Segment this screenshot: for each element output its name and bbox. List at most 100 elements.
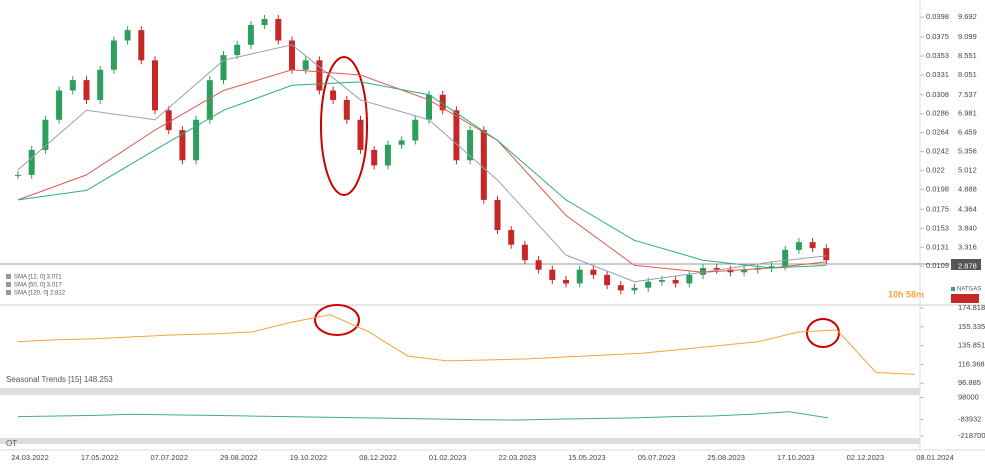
candle bbox=[494, 199, 501, 231]
y-tick-label: 0.0153 bbox=[926, 223, 949, 232]
price-label: 3.840 bbox=[958, 223, 977, 232]
candle bbox=[439, 94, 446, 111]
candle bbox=[138, 30, 145, 61]
countdown: 10h 58m bbox=[888, 289, 924, 299]
candle bbox=[467, 130, 474, 161]
y-tick-label: 116.368 bbox=[958, 359, 985, 368]
y-tick-label: 0.0198 bbox=[926, 185, 949, 194]
candle bbox=[289, 40, 295, 70]
price-label: 7.537 bbox=[958, 90, 977, 99]
candle bbox=[247, 24, 254, 45]
pane-divider bbox=[0, 438, 920, 444]
symbol-dot bbox=[951, 287, 955, 291]
x-tick-label: 08.12.2022 bbox=[359, 453, 397, 462]
candle bbox=[206, 80, 213, 120]
candle bbox=[426, 94, 432, 120]
candle bbox=[795, 242, 802, 250]
x-tick-label: 01.02.2023 bbox=[429, 453, 467, 462]
candle bbox=[234, 44, 241, 56]
candle bbox=[275, 18, 282, 41]
price-label: 3.316 bbox=[958, 242, 977, 251]
x-tick-label: 17.05.2022 bbox=[81, 453, 119, 462]
price-label: 4.888 bbox=[958, 185, 977, 194]
legend-entry: SMA [12, 0] 3.071 bbox=[14, 275, 62, 281]
candle bbox=[563, 280, 569, 284]
y-tick-label: 174.818 bbox=[958, 303, 985, 312]
x-tick-label: 25.08.2023 bbox=[707, 453, 745, 462]
y-tick-label: 135.851 bbox=[958, 341, 985, 350]
pane-legend: Seasonal Trends [15] 148.253 bbox=[6, 375, 113, 384]
candle bbox=[83, 80, 90, 100]
candle bbox=[700, 267, 706, 275]
legend-entry: SMA [120, 0] 2.822 bbox=[14, 291, 66, 297]
price-label: 9.099 bbox=[958, 32, 977, 41]
x-tick-label: 07.07.2022 bbox=[150, 453, 188, 462]
y-tick-label: -83932 bbox=[958, 415, 981, 424]
price-label: 5.356 bbox=[958, 147, 977, 156]
candle bbox=[686, 274, 693, 284]
candle bbox=[617, 285, 624, 291]
candle bbox=[371, 149, 378, 166]
candle bbox=[782, 249, 789, 267]
candle bbox=[823, 248, 830, 261]
candle bbox=[220, 55, 227, 81]
price-label: 8.551 bbox=[958, 51, 977, 60]
y-tick-label: 0.0375 bbox=[926, 32, 949, 41]
x-tick-label: 19.10.2022 bbox=[290, 453, 328, 462]
indicator-line bbox=[17, 314, 916, 375]
y-tick-label: 0.0286 bbox=[926, 109, 949, 118]
candle bbox=[768, 266, 775, 268]
candle bbox=[69, 80, 76, 91]
candle bbox=[508, 230, 515, 245]
candle bbox=[316, 60, 323, 91]
sell-button[interactable] bbox=[951, 294, 979, 303]
candle bbox=[42, 119, 49, 150]
candle bbox=[179, 130, 186, 161]
candle bbox=[193, 119, 200, 161]
y-tick-label: 0.0308 bbox=[926, 90, 949, 99]
candle bbox=[398, 140, 405, 145]
candle bbox=[357, 119, 364, 150]
candle bbox=[576, 269, 583, 284]
candle bbox=[713, 267, 720, 270]
candle bbox=[56, 90, 63, 120]
candle bbox=[672, 280, 679, 284]
candle bbox=[549, 269, 556, 281]
candle bbox=[124, 30, 131, 41]
candle bbox=[741, 269, 748, 273]
candle bbox=[604, 274, 611, 286]
candle bbox=[28, 149, 35, 175]
pane-legend: OT bbox=[6, 439, 17, 448]
x-tick-label: 15.05.2023 bbox=[568, 453, 606, 462]
price-label: 6.459 bbox=[958, 128, 977, 137]
y-tick-label: 0.0398 bbox=[926, 12, 949, 21]
x-tick-label: 29.08.2022 bbox=[220, 453, 258, 462]
candle bbox=[165, 110, 172, 131]
candle bbox=[535, 260, 542, 270]
candle bbox=[343, 99, 350, 120]
x-tick-label: 08.01.2024 bbox=[916, 453, 954, 462]
candle bbox=[658, 280, 665, 282]
sma-line bbox=[17, 69, 827, 273]
candle bbox=[261, 18, 268, 25]
pane-divider bbox=[0, 388, 920, 395]
y-tick-label: 0.0109 bbox=[926, 261, 949, 270]
y-tick-label: 98000 bbox=[958, 392, 979, 401]
y-tick-label: 96.885 bbox=[958, 378, 981, 387]
candle bbox=[453, 110, 460, 161]
legend-swatch bbox=[6, 290, 11, 295]
candle bbox=[302, 60, 309, 70]
candle bbox=[384, 144, 391, 166]
price-label: 5.012 bbox=[958, 166, 977, 175]
legend-swatch bbox=[6, 274, 11, 279]
y-tick-label: 0.0353 bbox=[926, 51, 949, 60]
y-tick-label: 0.0175 bbox=[926, 204, 949, 213]
candle bbox=[631, 287, 638, 291]
price-label: 2.878 bbox=[958, 262, 977, 271]
legend-entry: SMA [50, 0] 3.017 bbox=[14, 283, 62, 289]
legend-swatch bbox=[6, 282, 11, 287]
annotation-ellipse bbox=[314, 304, 360, 336]
candle bbox=[480, 130, 487, 200]
